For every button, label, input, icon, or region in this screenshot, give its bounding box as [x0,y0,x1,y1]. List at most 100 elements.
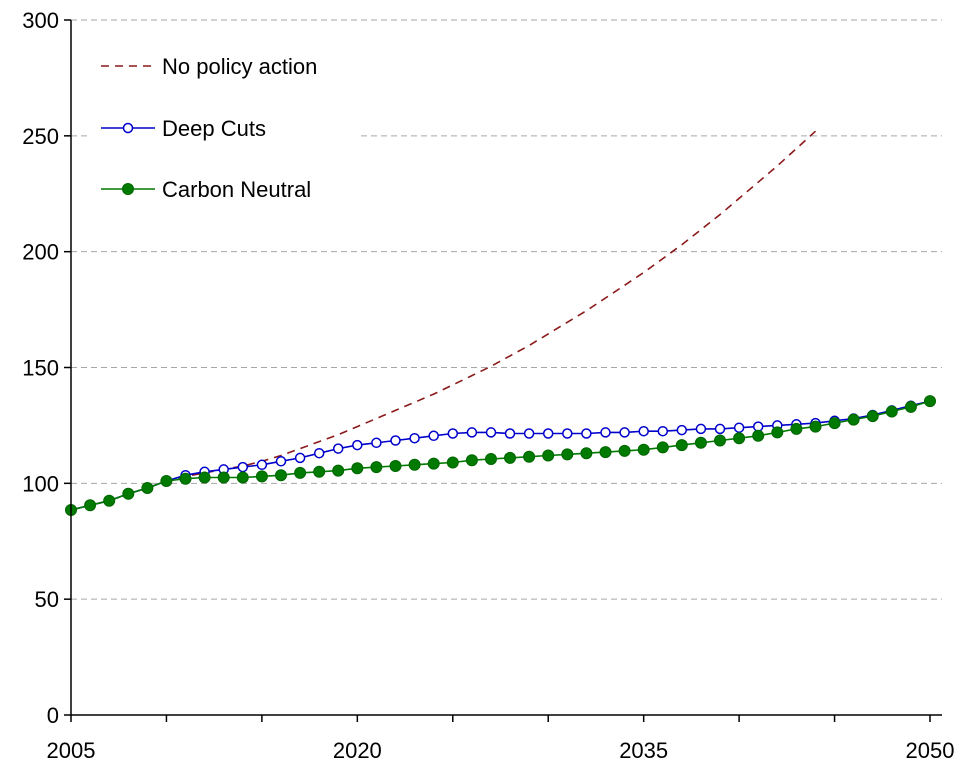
series-carbon-neutral [65,395,936,516]
series-line-carbon-neutral [70,400,931,511]
legend-item-carbon-neutral: Carbon Neutral [101,177,311,202]
point-deep-cuts-2033 [600,427,611,438]
legend-item-no-policy: No policy action [101,54,317,79]
point-carbon-neutral-2043 [790,422,803,435]
point-carbon-neutral-2010 [160,475,173,487]
point-deep-cuts-2027 [485,427,497,438]
point-carbon-neutral-2046 [847,413,860,426]
point-deep-cuts-2031 [562,428,573,439]
point-deep-cuts-2023 [409,432,420,444]
point-carbon-neutral-2042 [771,426,784,439]
point-carbon-neutral-2029 [523,450,536,463]
point-carbon-neutral-2044 [809,420,822,433]
point-deep-cuts-2039 [714,423,726,435]
point-carbon-neutral-2022 [389,460,402,472]
point-deep-cuts-2017 [294,452,306,464]
point-carbon-neutral-2033 [599,446,612,459]
point-carbon-neutral-2016 [275,469,287,482]
point-carbon-neutral-2028 [504,451,516,464]
legend-label-deep-cuts: Deep Cuts [162,116,266,141]
point-deep-cuts-2014 [237,461,249,473]
point-deep-cuts-2024 [428,430,439,442]
legend: No policy action Deep Cuts Carbon Neutra… [88,45,358,220]
point-deep-cuts-2041 [752,421,764,432]
point-carbon-neutral-2024 [427,457,440,470]
point-carbon-neutral-2017 [294,466,307,479]
y-tick-label-150: 150 [22,356,59,381]
point-deep-cuts-2026 [466,427,478,438]
x-tick-label-2050: 2050 [906,738,955,763]
point-carbon-neutral-2031 [561,448,574,461]
point-carbon-neutral-2007 [103,494,116,507]
point-deep-cuts-2038 [695,423,707,435]
point-carbon-neutral-2034 [618,444,631,457]
legend-label-carbon-neutral: Carbon Neutral [162,177,311,202]
point-carbon-neutral-2048 [885,405,898,418]
point-deep-cuts-2018 [313,447,325,459]
legend-item-deep-cuts: Deep Cuts [101,116,266,141]
point-carbon-neutral-2037 [675,439,688,452]
point-carbon-neutral-2023 [408,458,421,471]
point-carbon-neutral-2030 [542,449,555,462]
point-carbon-neutral-2039 [714,434,726,447]
point-deep-cuts-2029 [523,428,535,439]
series-no-policy-action [70,130,817,511]
point-carbon-neutral-2041 [752,429,765,442]
series-line-deep-cuts [70,400,931,511]
point-carbon-neutral-2035 [637,443,650,456]
legend-marker-carbon-neutral [122,183,134,195]
point-deep-cuts-2019 [332,443,344,454]
point-deep-cuts-2040 [733,422,745,433]
point-carbon-neutral-2025 [446,456,459,469]
y-tick-label-200: 200 [22,240,59,265]
point-carbon-neutral-2012 [198,471,211,484]
point-deep-cuts-2020 [352,439,363,451]
y-tick-label-300: 300 [22,8,59,33]
point-carbon-neutral-2018 [313,465,326,478]
point-carbon-neutral-2021 [370,461,383,474]
series-deep-cuts [65,395,936,516]
point-deep-cuts-2037 [676,424,688,436]
tick-labels: 0 50 100 150 200 250 300 2005 2020 2035 2050 [22,8,954,763]
series-layer [65,130,936,516]
y-tick-label-50: 50 [35,587,59,612]
point-deep-cuts-2035 [638,425,649,437]
point-carbon-neutral-2026 [465,454,478,467]
point-carbon-neutral-2047 [866,410,879,423]
point-carbon-neutral-2014 [236,471,249,484]
legend-marker-deep-cuts [122,122,134,134]
point-carbon-neutral-2020 [351,462,364,475]
point-carbon-neutral-2006 [84,499,97,512]
point-carbon-neutral-2027 [485,453,497,465]
x-tick-label-2020: 2020 [333,738,382,763]
x-tick-label-2035: 2035 [619,738,668,763]
x-tick-label-2005: 2005 [47,738,96,763]
point-carbon-neutral-2011 [179,472,192,485]
point-carbon-neutral-2049 [904,400,917,413]
point-carbon-neutral-2036 [656,441,669,454]
point-carbon-neutral-2032 [580,447,593,460]
y-tick-label-0: 0 [47,703,59,728]
point-carbon-neutral-2040 [733,432,746,445]
y-tick-label-250: 250 [22,124,59,149]
point-deep-cuts-2030 [542,428,554,439]
point-carbon-neutral-2015 [255,470,268,483]
point-deep-cuts-2016 [275,456,287,467]
legend-label-no-policy: No policy action [162,54,317,79]
point-carbon-neutral-2045 [828,417,841,430]
point-carbon-neutral-2019 [332,464,345,477]
point-deep-cuts-2028 [504,428,516,439]
point-deep-cuts-2015 [256,459,268,471]
series-line-no-policy-action [70,130,817,511]
point-deep-cuts-2034 [619,427,630,438]
point-deep-cuts-2025 [447,428,459,439]
point-deep-cuts-2036 [657,425,669,437]
y-tick-label-100: 100 [22,471,59,496]
point-carbon-neutral-2013 [217,471,230,484]
point-carbon-neutral-2038 [694,436,707,449]
point-deep-cuts-2021 [371,437,382,449]
point-deep-cuts-2022 [390,435,401,446]
point-carbon-neutral-2009 [141,482,154,494]
point-deep-cuts-2032 [581,428,592,439]
